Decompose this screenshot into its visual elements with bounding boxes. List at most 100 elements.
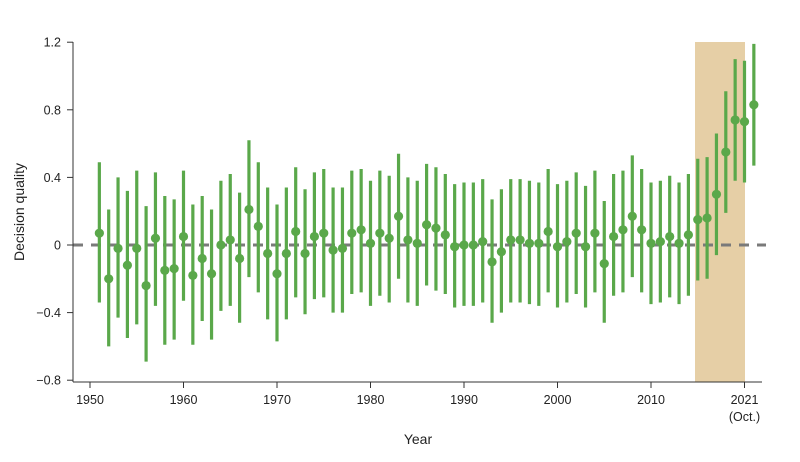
axes — [72, 42, 762, 383]
x-tick-sublabel: (Oct.) — [729, 410, 760, 424]
mean-marker — [300, 248, 310, 259]
data-point-1997 — [524, 180, 535, 305]
data-point-1961 — [188, 204, 198, 345]
mean-marker — [206, 269, 217, 279]
data-point-1984 — [403, 177, 413, 303]
mean-marker — [478, 237, 488, 247]
x-tick-label: 2000 — [544, 393, 572, 407]
highlight-region-2016-2021 — [695, 42, 745, 382]
data-point-1982 — [384, 175, 394, 303]
mean-marker — [431, 223, 441, 233]
data-point-1956 — [141, 206, 151, 362]
mean-marker — [440, 230, 450, 240]
mean-marker — [253, 221, 263, 232]
data-point-2011 — [655, 180, 665, 303]
x-tick-label: 1990 — [450, 393, 478, 407]
data-point-1972 — [291, 167, 301, 298]
data-point-2013 — [674, 182, 684, 305]
data-point-2005 — [599, 201, 609, 323]
data-point-1964 — [216, 180, 226, 311]
data-point-2002 — [571, 172, 581, 295]
data-point-2021 — [749, 43, 759, 166]
mean-marker — [674, 238, 684, 248]
data-point-2016 — [702, 157, 712, 279]
data-point-1967 — [244, 140, 254, 278]
mean-marker — [524, 238, 535, 248]
mean-marker — [375, 228, 385, 238]
mean-marker — [197, 253, 207, 264]
data-point-1973 — [300, 189, 310, 315]
mean-marker — [487, 257, 497, 267]
mean-marker — [337, 243, 348, 253]
data-point-1991 — [468, 182, 478, 306]
data-point-1957 — [150, 172, 161, 306]
data-point-1953 — [113, 177, 123, 318]
mean-marker — [618, 225, 628, 235]
mean-marker — [571, 228, 581, 238]
data-point-1971 — [281, 187, 291, 320]
data-point-1965 — [225, 174, 235, 306]
mean-marker — [272, 269, 282, 279]
mean-marker — [450, 242, 460, 252]
mean-marker — [122, 260, 132, 270]
data-point-1993 — [487, 199, 497, 323]
mean-marker — [655, 237, 665, 247]
mean-marker — [235, 253, 245, 264]
mean-marker — [543, 226, 553, 237]
mean-marker — [496, 247, 506, 257]
x-axis-title: Year — [404, 431, 433, 447]
data-point-1994 — [496, 189, 506, 313]
mean-marker — [291, 226, 301, 237]
mean-marker — [150, 233, 161, 243]
data-point-1970 — [272, 204, 282, 342]
mean-marker — [627, 211, 637, 221]
mean-marker — [328, 245, 338, 255]
data-point-1960 — [178, 170, 189, 301]
mean-marker — [113, 243, 123, 253]
data-point-1992 — [478, 179, 488, 303]
mean-marker — [468, 240, 478, 250]
mean-marker — [711, 189, 722, 199]
mean-marker — [281, 248, 291, 259]
y-tick-label: 0 — [54, 239, 61, 253]
mean-marker — [393, 211, 404, 221]
mean-marker — [580, 242, 591, 252]
data-point-2014 — [683, 174, 694, 296]
data-point-1998 — [534, 182, 544, 306]
data-point-1999 — [543, 168, 553, 293]
data-point-1986 — [422, 163, 432, 286]
mean-marker — [384, 233, 394, 243]
mean-marker — [562, 237, 572, 247]
mean-marker — [319, 228, 329, 238]
data-point-2000 — [552, 184, 563, 308]
data-point-2019 — [730, 59, 740, 181]
mean-marker — [646, 238, 656, 248]
data-point-1985 — [412, 180, 422, 306]
mean-marker — [365, 238, 376, 248]
highlight-band — [695, 42, 745, 382]
data-point-1980 — [365, 180, 376, 306]
mean-marker — [590, 228, 600, 238]
data-point-1955 — [132, 170, 142, 325]
data-point-1977 — [337, 187, 348, 313]
error-bar-series — [94, 43, 759, 362]
mean-marker — [412, 238, 422, 248]
mean-marker — [683, 230, 694, 240]
mean-marker — [178, 231, 189, 242]
mean-marker — [94, 228, 104, 238]
mean-marker — [309, 231, 319, 242]
mean-marker — [552, 242, 563, 252]
mean-marker — [506, 235, 516, 245]
x-axis-ticks: 1950 1960 1970 1980 1990 2000 2010 2021 (Oct.) — [76, 382, 760, 424]
mean-marker — [609, 231, 619, 242]
data-point-1966 — [235, 192, 245, 323]
mean-marker — [347, 228, 357, 238]
data-point-2020 — [739, 60, 750, 183]
data-point-1978 — [347, 170, 357, 295]
mean-marker — [244, 204, 254, 215]
data-point-1958 — [160, 195, 170, 345]
data-point-2017 — [711, 133, 722, 256]
data-point-2003 — [580, 185, 591, 308]
data-point-1968 — [253, 162, 263, 293]
